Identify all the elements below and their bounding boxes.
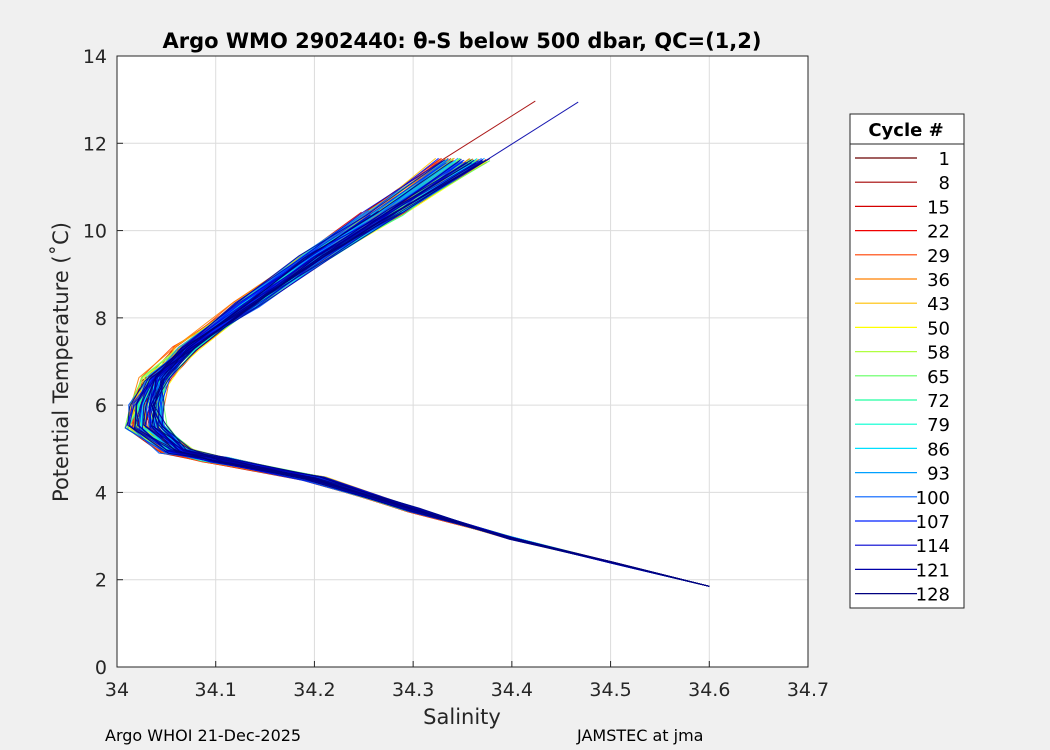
profile-lines — [124, 100, 710, 587]
y-tick-label: 8 — [95, 308, 107, 330]
x-tick-label: 34.5 — [589, 679, 631, 701]
legend-label: 86 — [927, 439, 950, 460]
x-tick-label: 34.2 — [293, 679, 335, 701]
legend-label: 15 — [927, 197, 950, 218]
y-tick-label: 10 — [83, 221, 107, 243]
x-tick-label: 34.7 — [787, 679, 829, 701]
x-axis-label: Salinity — [423, 705, 501, 729]
legend-label: 29 — [927, 246, 950, 267]
x-axis: 34 34.1 34.2 34.3 34.4 34.5 34.6 34.7 — [105, 661, 829, 701]
legend-label: 22 — [927, 222, 950, 243]
y-tick-label: 2 — [95, 570, 107, 592]
legend-label: 100 — [916, 488, 950, 509]
y-axis: 0 2 4 6 8 10 12 14 — [83, 46, 123, 679]
y-tick-label: 12 — [83, 133, 107, 155]
legend-label: 50 — [927, 318, 950, 339]
profile-line — [151, 159, 710, 587]
y-tick-label: 4 — [95, 482, 107, 504]
legend-box — [849, 113, 965, 609]
legend-label: 93 — [927, 464, 950, 485]
y-axis-label: Potential Temperature (˚C) — [49, 222, 73, 502]
legend: Cycle # 1 8 15 22 29 36 43 50 58 65 72 79 86 93 100 107… — [849, 113, 965, 609]
grid — [117, 56, 808, 667]
legend-label: 79 — [927, 415, 950, 436]
x-tick-label: 34.1 — [195, 679, 237, 701]
legend-label: 8 — [939, 173, 950, 194]
footer-left: Argo WHOI 21-Dec-2025 — [105, 726, 302, 745]
x-tick-label: 34 — [105, 679, 129, 701]
legend-label: 43 — [927, 294, 950, 315]
legend-title: Cycle # — [868, 120, 943, 141]
plot-area — [117, 56, 808, 667]
legend-label: 121 — [916, 560, 950, 581]
legend-label: 58 — [927, 343, 950, 364]
y-tick-label: 0 — [95, 657, 107, 679]
y-tick-label: 6 — [95, 395, 107, 417]
y-tick-label: 14 — [83, 46, 107, 68]
footer-right: JAMSTEC at jma — [577, 726, 704, 745]
legend-label: 65 — [927, 367, 950, 388]
plot-frame — [116, 55, 809, 668]
legend-label: 128 — [916, 585, 950, 606]
profile-line — [133, 101, 710, 587]
legend-label: 107 — [916, 512, 950, 533]
chart-title: Argo WMO 2902440: θ-S below 500 dbar, QC… — [163, 29, 762, 53]
legend-label: 72 — [927, 391, 950, 412]
legend-label: 36 — [927, 270, 950, 291]
legend-entries: 1 8 15 22 29 36 43 50 58 65 72 79 86 93 100 107 114 121 12… — [855, 149, 950, 606]
x-tick-label: 34.4 — [491, 679, 533, 701]
legend-label: 1 — [939, 149, 950, 170]
x-tick-label: 34.3 — [392, 679, 434, 701]
x-tick-label: 34.6 — [688, 679, 730, 701]
legend-label: 114 — [916, 536, 950, 557]
